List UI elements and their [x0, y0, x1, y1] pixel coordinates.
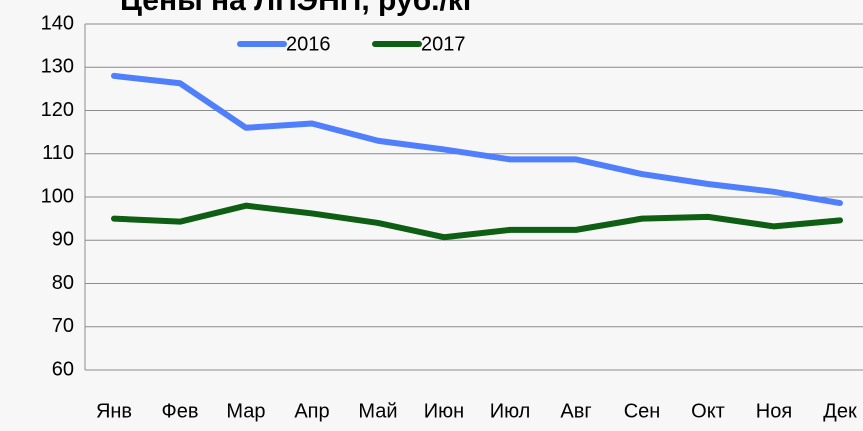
legend-label: 2017: [421, 33, 466, 55]
y-tick-label: 70: [52, 315, 74, 337]
x-tick-label: Май: [358, 400, 397, 422]
y-tick-label: 110: [42, 142, 74, 164]
x-tick-label: Июн: [424, 400, 464, 422]
y-tick-label: 80: [52, 272, 74, 294]
x-tick-label: Апр: [294, 400, 329, 422]
series-line: [111, 72, 843, 207]
x-tick-label: Июл: [490, 400, 531, 422]
legend-label: 2016: [286, 33, 331, 55]
y-tick-label: 120: [41, 99, 74, 121]
series-line: [111, 202, 843, 241]
y-tick-label: 100: [41, 185, 74, 207]
y-tick-label: 60: [52, 358, 74, 380]
y-tick-label: 130: [41, 56, 74, 78]
x-tick-label: Окт: [691, 400, 725, 422]
x-tick-label: Мар: [226, 400, 265, 422]
x-tick-label: Фев: [162, 400, 199, 422]
x-tick-label: Авг: [560, 400, 591, 422]
x-tick-label: Янв: [96, 400, 132, 422]
x-tick-label: Сен: [624, 400, 661, 422]
x-tick-label: Ноя: [756, 400, 792, 422]
y-tick-label: 90: [52, 229, 74, 251]
x-tick-label: Дек: [823, 400, 857, 422]
y-tick-label: 140: [41, 12, 74, 34]
chart-title: Цены на ЛПЭНП, руб./кг: [120, 0, 475, 17]
